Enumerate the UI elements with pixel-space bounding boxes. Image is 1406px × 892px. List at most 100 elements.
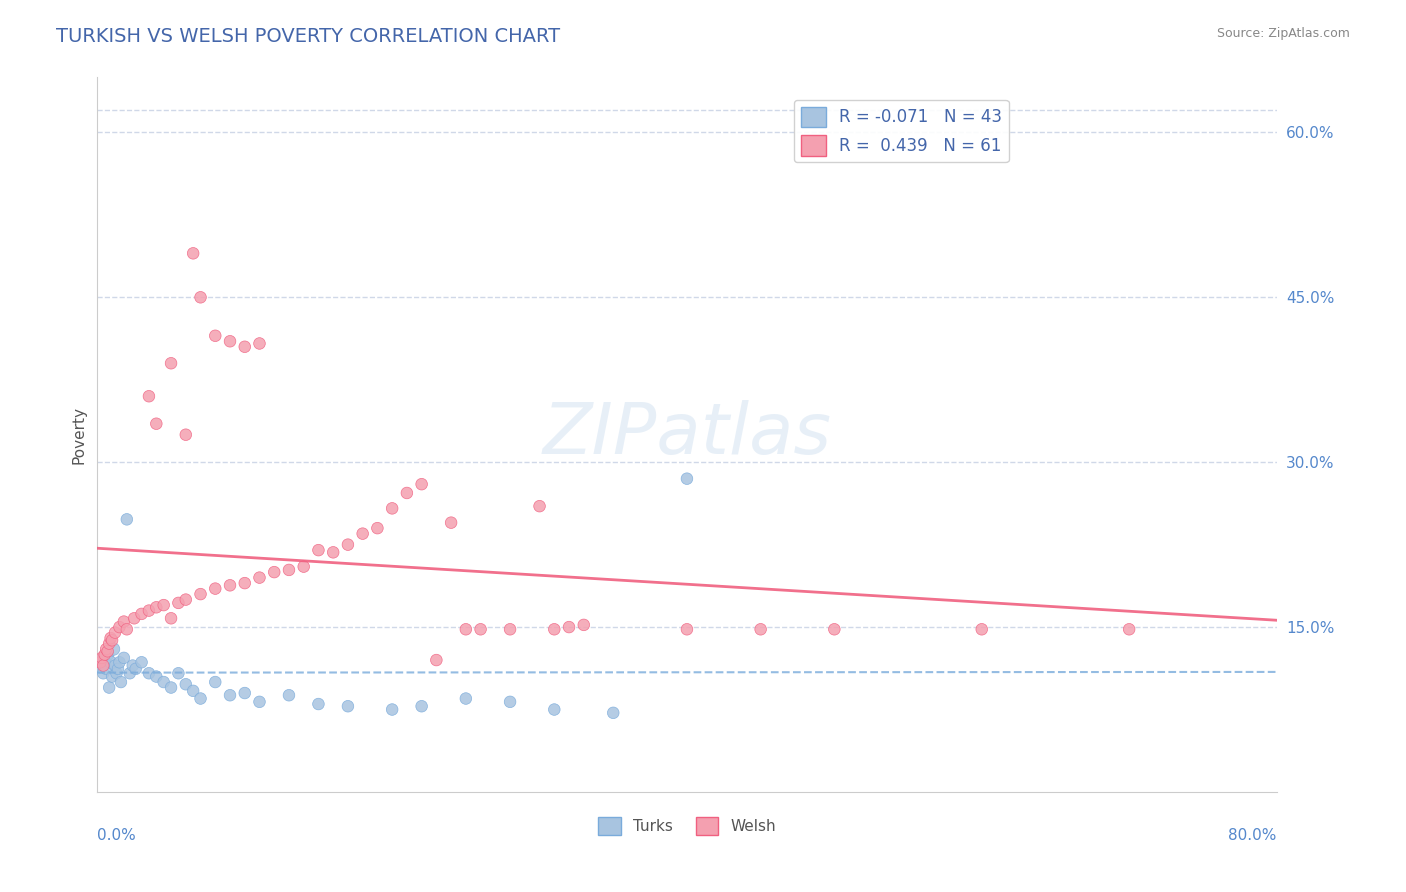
Legend: Turks, Welsh: Turks, Welsh: [592, 811, 782, 841]
Point: [145, 669, 167, 683]
Point: [160, 611, 183, 625]
Point: [543, 702, 565, 716]
Point: [395, 486, 418, 500]
Point: [131, 607, 153, 621]
Point: [322, 545, 344, 559]
Point: [103, 642, 125, 657]
Point: [249, 336, 271, 351]
Point: [160, 681, 183, 695]
Point: [204, 675, 226, 690]
Point: [219, 578, 242, 592]
Point: [558, 620, 581, 634]
Point: [108, 655, 131, 669]
Point: [249, 695, 271, 709]
Point: [167, 596, 190, 610]
Point: [676, 622, 699, 636]
Point: [124, 662, 146, 676]
Point: [411, 699, 433, 714]
Point: [440, 516, 463, 530]
Point: [233, 576, 256, 591]
Y-axis label: Poverty: Poverty: [72, 406, 86, 464]
Point: [233, 686, 256, 700]
Point: [278, 688, 301, 702]
Point: [499, 622, 522, 636]
Point: [131, 655, 153, 669]
Point: [121, 658, 143, 673]
Point: [219, 688, 242, 702]
Text: Source: ZipAtlas.com: Source: ZipAtlas.com: [1216, 27, 1350, 40]
Text: 0.0%: 0.0%: [97, 828, 136, 843]
Point: [115, 512, 138, 526]
Point: [190, 691, 212, 706]
Point: [118, 666, 141, 681]
Text: 80.0%: 80.0%: [1229, 828, 1277, 843]
Point: [90, 653, 112, 667]
Point: [101, 669, 124, 683]
Point: [204, 328, 226, 343]
Point: [263, 565, 285, 579]
Point: [93, 655, 115, 669]
Point: [112, 615, 135, 629]
Point: [174, 427, 197, 442]
Point: [425, 653, 447, 667]
Point: [174, 677, 197, 691]
Point: [366, 521, 388, 535]
Point: [572, 618, 595, 632]
Point: [336, 699, 359, 714]
Point: [190, 587, 212, 601]
Point: [89, 655, 111, 669]
Point: [97, 648, 120, 662]
Point: [381, 702, 404, 716]
Point: [233, 340, 256, 354]
Point: [100, 655, 122, 669]
Point: [96, 662, 118, 676]
Point: [181, 246, 204, 260]
Point: [529, 499, 551, 513]
Point: [181, 683, 204, 698]
Point: [204, 582, 226, 596]
Point: [122, 611, 145, 625]
Point: [219, 334, 242, 349]
Point: [145, 417, 167, 431]
Point: [91, 666, 114, 681]
Point: [470, 622, 492, 636]
Point: [249, 571, 271, 585]
Point: [107, 662, 129, 676]
Point: [104, 658, 127, 673]
Text: ZIPatlas: ZIPatlas: [543, 401, 831, 469]
Point: [352, 526, 374, 541]
Point: [190, 290, 212, 304]
Point: [112, 651, 135, 665]
Point: [101, 633, 124, 648]
Point: [96, 642, 118, 657]
Point: [174, 592, 197, 607]
Point: [138, 666, 160, 681]
Point: [411, 477, 433, 491]
Point: [152, 598, 174, 612]
Point: [602, 706, 624, 720]
Point: [138, 389, 160, 403]
Point: [336, 538, 359, 552]
Point: [381, 501, 404, 516]
Point: [145, 600, 167, 615]
Point: [105, 666, 128, 681]
Point: [93, 648, 115, 662]
Point: [91, 658, 114, 673]
Point: [167, 666, 190, 681]
Point: [292, 559, 315, 574]
Point: [970, 622, 993, 636]
Point: [676, 472, 699, 486]
Point: [454, 622, 477, 636]
Point: [89, 658, 111, 673]
Point: [138, 604, 160, 618]
Point: [499, 695, 522, 709]
Point: [110, 675, 132, 690]
Point: [278, 563, 301, 577]
Point: [108, 620, 131, 634]
Point: [98, 636, 121, 650]
Point: [454, 691, 477, 706]
Point: [90, 651, 112, 665]
Point: [160, 356, 183, 370]
Point: [823, 622, 845, 636]
Point: [100, 631, 122, 645]
